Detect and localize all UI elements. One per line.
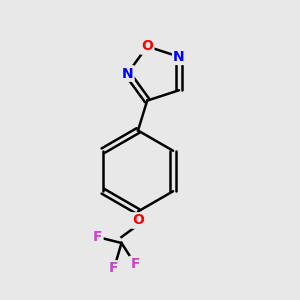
Text: F: F	[109, 262, 119, 275]
Text: O: O	[132, 214, 144, 227]
Text: N: N	[173, 50, 185, 64]
Text: N: N	[122, 67, 133, 80]
Text: O: O	[141, 39, 153, 53]
Text: F: F	[93, 230, 102, 244]
Text: F: F	[130, 257, 140, 271]
